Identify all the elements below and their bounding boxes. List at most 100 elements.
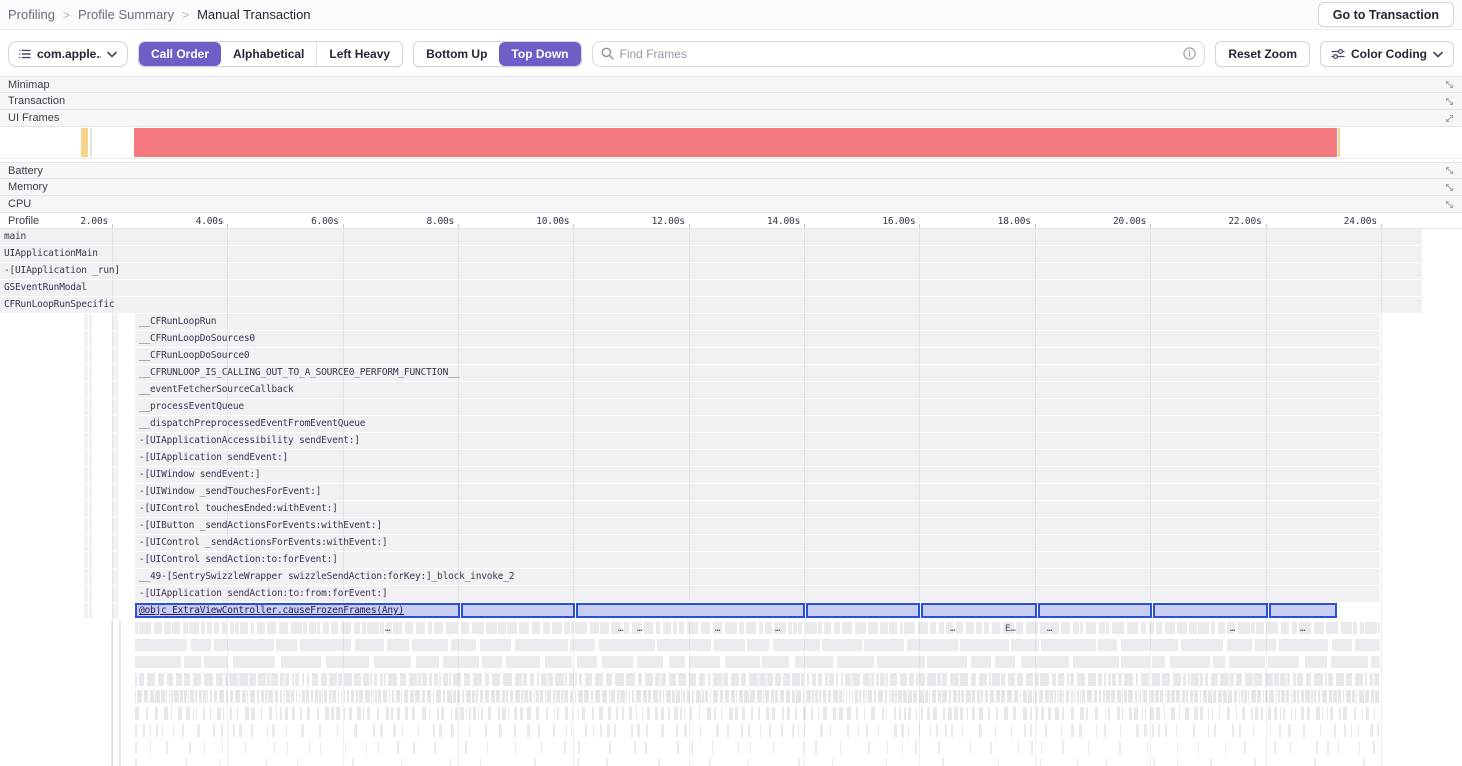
- flame-frame-small[interactable]: [1374, 673, 1379, 686]
- flame-frame-small[interactable]: [158, 673, 164, 686]
- flame-frame-small[interactable]: [326, 656, 369, 668]
- flame-frame-small[interactable]: [1179, 707, 1180, 720]
- flame-frame-small[interactable]: [1189, 622, 1197, 634]
- flame-frame-small[interactable]: [691, 741, 693, 754]
- flame-frame-small[interactable]: [647, 707, 650, 720]
- flame-frame-small[interactable]: [1177, 622, 1187, 634]
- flame-frame-small[interactable]: [1030, 707, 1032, 720]
- flame-frame-small[interactable]: [803, 690, 804, 703]
- flame-frame-small[interactable]: [306, 690, 309, 703]
- flame-frame-small[interactable]: [1365, 622, 1377, 634]
- flame-frame-small[interactable]: [898, 690, 902, 703]
- flame-frame-small[interactable]: [481, 707, 483, 720]
- flame-frame-small[interactable]: [1241, 690, 1243, 703]
- flame-frame-small[interactable]: [614, 724, 616, 737]
- slow-frame-bar[interactable]: [81, 128, 88, 157]
- flame-frame-small[interactable]: [269, 707, 272, 720]
- flame-frame-small[interactable]: [795, 656, 833, 668]
- flame-frame-small[interactable]: [1261, 707, 1263, 720]
- flame-frame-small[interactable]: [320, 741, 321, 754]
- flame-frame[interactable]: -[UIButton _sendActionsForEvents:withEve…: [135, 518, 1380, 534]
- flame-frame-small[interactable]: [291, 622, 302, 634]
- flame-frame-small[interactable]: [643, 690, 647, 703]
- flame-frame-small[interactable]: [616, 707, 618, 720]
- flame-frame-small[interactable]: [1011, 639, 1039, 651]
- flame-frame-small[interactable]: [1286, 690, 1289, 703]
- flame-frame-small[interactable]: [1141, 622, 1146, 634]
- flame-frame-small[interactable]: [1173, 673, 1181, 686]
- flame-frame-small[interactable]: [1086, 707, 1088, 720]
- flame-frame-small[interactable]: [1160, 690, 1163, 703]
- flame-frame-small[interactable]: [235, 690, 240, 703]
- flame-frame-small[interactable]: [680, 707, 682, 720]
- flame-frame-small[interactable]: [1077, 690, 1079, 703]
- flame-frame-small[interactable]: [296, 690, 297, 703]
- flame-frame-small[interactable]: [956, 622, 963, 634]
- flame-frame-small[interactable]: [367, 622, 379, 634]
- flame-frame-small[interactable]: [1254, 758, 1256, 766]
- flame-frame-small[interactable]: [1106, 622, 1109, 634]
- flame-frame-small[interactable]: [1104, 724, 1106, 737]
- flame-frame-small[interactable]: [798, 724, 799, 737]
- flame-frame-small[interactable]: [235, 622, 239, 634]
- flame-frame-small[interactable]: [1280, 673, 1286, 686]
- flame-frame-small[interactable]: [217, 707, 221, 720]
- flame-frame[interactable]: -[UIApplicationAccessibility sendEvent:]: [135, 433, 1380, 449]
- flame-frame-small[interactable]: [214, 639, 274, 651]
- flame-frame-small[interactable]: [579, 673, 582, 686]
- flame-frame-small[interactable]: [807, 673, 809, 686]
- flame-frame-small[interactable]: [251, 707, 255, 720]
- flame-frame-small[interactable]: [257, 622, 265, 634]
- flame-frame[interactable]: -[UIControl _sendActionsForEvents:withEv…: [135, 535, 1380, 551]
- flame-frame-small[interactable]: [331, 707, 334, 720]
- flame-frame-small[interactable]: [1106, 690, 1110, 703]
- flame-frame-small[interactable]: [329, 690, 331, 703]
- flame-frame-small[interactable]: [1008, 673, 1015, 686]
- flame-frame-small[interactable]: [534, 758, 536, 766]
- flame-frame-small[interactable]: [1283, 707, 1285, 720]
- flame-frame-small[interactable]: [156, 724, 158, 737]
- flame-frame-small[interactable]: [1245, 673, 1253, 686]
- flame-frame-small[interactable]: [611, 622, 621, 634]
- flame-frame-small[interactable]: [547, 690, 551, 703]
- flame-frame-small[interactable]: [996, 707, 998, 720]
- flame-frame-small[interactable]: [135, 758, 137, 766]
- flame-frame-small[interactable]: [357, 707, 361, 720]
- flame-frame-small[interactable]: [599, 639, 655, 651]
- flame-frame-small[interactable]: [972, 707, 975, 720]
- flame-frame-small[interactable]: [510, 690, 513, 703]
- flame-frame-small[interactable]: [492, 673, 500, 686]
- flame-frame-small[interactable]: [1041, 639, 1096, 651]
- flame-frame-small[interactable]: [1080, 707, 1084, 720]
- sort-call-order-button[interactable]: Call Order: [139, 42, 222, 66]
- flame-frame-small[interactable]: [1082, 690, 1085, 703]
- flame-frame-small[interactable]: [1073, 622, 1079, 634]
- flame-frame-small[interactable]: [1063, 690, 1064, 703]
- flame-frame-small[interactable]: [927, 673, 936, 686]
- flame-frame-small[interactable]: [648, 690, 651, 703]
- flame-frame-small[interactable]: [1257, 690, 1261, 703]
- flame-frame-small[interactable]: [453, 673, 461, 686]
- flame-frame-small[interactable]: [536, 690, 539, 703]
- flame-frame-small[interactable]: [606, 673, 612, 686]
- flame-frame-small[interactable]: [840, 741, 841, 754]
- flame-frame-small[interactable]: [904, 622, 915, 634]
- flame-frame-small[interactable]: [918, 622, 928, 634]
- flame-frame-small[interactable]: [1333, 690, 1337, 703]
- flame-frame-small[interactable]: [1200, 707, 1203, 720]
- flame-frame-small[interactable]: [1344, 724, 1346, 737]
- flame-frame-small[interactable]: [1293, 690, 1296, 703]
- flame-frame-small[interactable]: [548, 673, 553, 686]
- flame-frame[interactable]: UIApplicationMain: [0, 246, 1422, 262]
- flame-frame-small[interactable]: [673, 622, 677, 634]
- flame-frame-small[interactable]: [676, 690, 680, 703]
- flame-frame-small[interactable]: [1305, 690, 1310, 703]
- flame-frame-small[interactable]: [150, 690, 154, 703]
- flame-frame-small[interactable]: [642, 707, 643, 720]
- flame-frame-small[interactable]: [324, 690, 327, 703]
- flame-frame-small[interactable]: [1054, 690, 1056, 703]
- flame-frame-small[interactable]: [572, 707, 573, 720]
- flame-frame-small[interactable]: [915, 741, 917, 754]
- flame-frame-small[interactable]: [388, 673, 397, 686]
- flame-frame-small[interactable]: [1343, 707, 1347, 720]
